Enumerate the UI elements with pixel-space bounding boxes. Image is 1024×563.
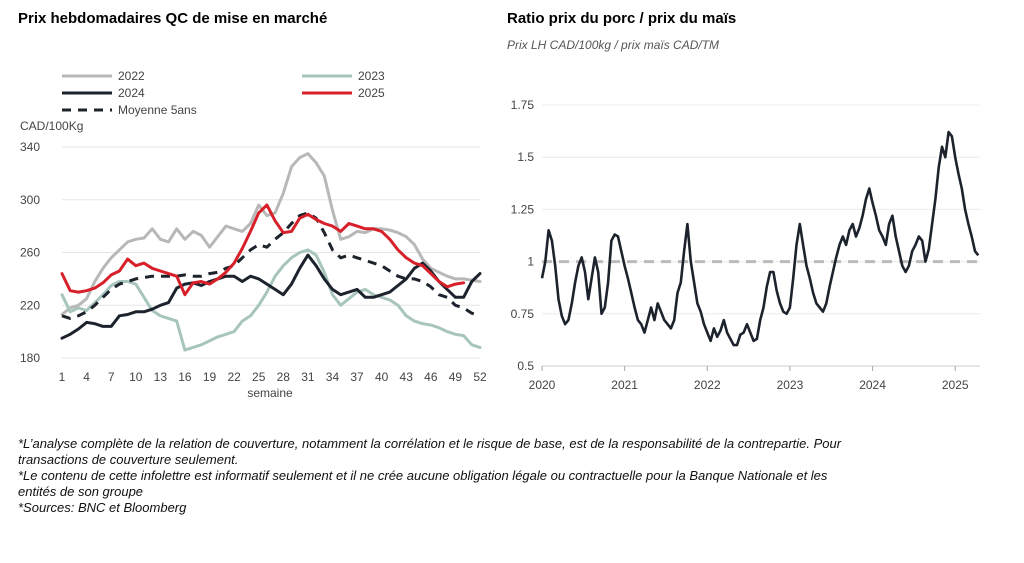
legend-label-2023: 2023 (358, 69, 385, 83)
series-line-2023 (60, 248, 482, 352)
x-tick-label: 37 (350, 370, 364, 384)
footnote-disclaimer: *Le contenu de cette infolettre est info… (18, 468, 828, 499)
x-tick-label: 2025 (942, 378, 969, 392)
footnotes: *L’analyse complète de la relation de co… (18, 436, 868, 516)
x-tick-label: 46 (424, 370, 438, 384)
x-tick-label: 43 (400, 370, 414, 384)
x-tick-label: 28 (277, 370, 291, 384)
x-axis-label: semaine (247, 386, 293, 400)
y-tick-label: 260 (20, 246, 40, 260)
x-tick-label: 2023 (777, 378, 804, 392)
y-tick-label: 0.5 (517, 359, 534, 373)
series-line-moyenne-5ans (61, 211, 481, 320)
x-tick-label: 1 (59, 370, 66, 384)
x-tick-label: 25 (252, 370, 266, 384)
footnote-hedging: *L’analyse complète de la relation de co… (18, 436, 842, 467)
x-tick-label: 49 (449, 370, 463, 384)
y-tick-label: 1.75 (511, 98, 535, 112)
x-tick-label: 2020 (529, 378, 556, 392)
y-axis-label: CAD/100Kg (20, 119, 83, 133)
x-tick-label: 2021 (611, 378, 638, 392)
y-tick-label: 180 (20, 351, 40, 365)
y-tick-label: 1.5 (517, 150, 534, 164)
x-tick-label: 16 (178, 370, 192, 384)
footnote-sources: *Sources: BNC et Bloomberg (18, 500, 187, 515)
legend-label-moyenne-5ans: Moyenne 5ans (118, 103, 197, 117)
x-tick-label: 40 (375, 370, 389, 384)
legend-label-2022: 2022 (118, 69, 145, 83)
x-tick-label: 10 (129, 370, 143, 384)
y-tick-label: 300 (20, 193, 40, 207)
right-chart-subtitle: Prix LH CAD/100kg / prix maïs CAD/TM (507, 38, 720, 52)
x-tick-label: 2024 (859, 378, 886, 392)
left-chart-title: Prix hebdomadaires QC de mise en marché (18, 10, 328, 27)
x-tick-label: 13 (154, 370, 168, 384)
right-chart-title: Ratio prix du porc / prix du maïs (507, 10, 737, 27)
series-line-ratio (540, 130, 980, 347)
series-line-2025 (60, 203, 466, 297)
y-tick-label: 1.25 (511, 202, 535, 216)
x-tick-label: 7 (108, 370, 115, 384)
legend-label-2025: 2025 (358, 86, 385, 100)
y-tick-label: 220 (20, 298, 40, 312)
x-tick-label: 34 (326, 370, 340, 384)
x-tick-label: 52 (473, 370, 487, 384)
x-tick-label: 31 (301, 370, 315, 384)
series-line-2024 (60, 253, 482, 340)
y-tick-label: 340 (20, 140, 40, 154)
x-tick-label: 2022 (694, 378, 721, 392)
legend-label-2024: 2024 (118, 86, 145, 100)
y-tick-label: 0.75 (511, 307, 535, 321)
y-tick-label: 1 (527, 255, 534, 269)
x-tick-label: 19 (203, 370, 217, 384)
chart-legend: 2022 2023 2024 2025 Moyenne 5ans (62, 69, 385, 117)
x-tick-label: 22 (227, 370, 241, 384)
x-tick-label: 4 (83, 370, 90, 384)
